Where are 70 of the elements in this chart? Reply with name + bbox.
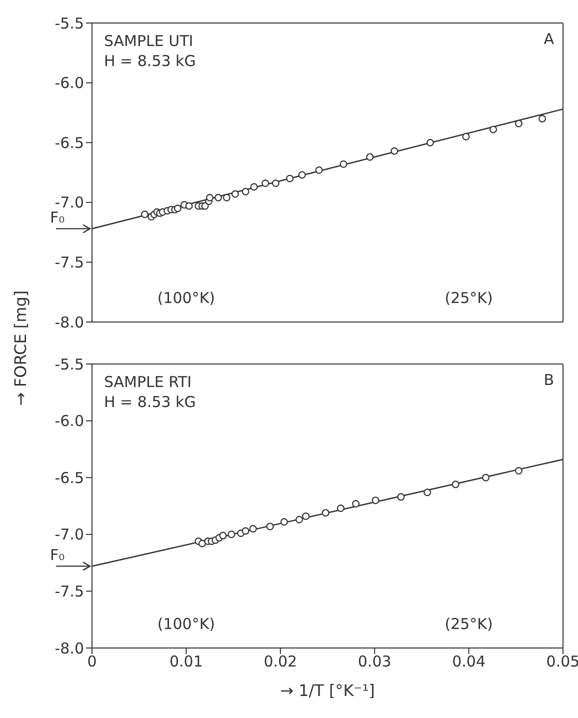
point bbox=[242, 527, 250, 535]
point bbox=[185, 202, 193, 210]
point bbox=[340, 160, 348, 168]
point bbox=[397, 493, 405, 501]
point bbox=[228, 530, 236, 538]
annotation: H = 8.53 kG bbox=[104, 393, 196, 411]
point bbox=[280, 518, 288, 526]
x-tick-label: 0.05 bbox=[546, 652, 578, 671]
point bbox=[262, 180, 270, 188]
point bbox=[141, 210, 148, 218]
annotation: SAMPLE RTI bbox=[104, 373, 192, 391]
annotation: H = 8.53 kG bbox=[104, 52, 196, 70]
point bbox=[352, 500, 360, 508]
point bbox=[250, 183, 258, 191]
point bbox=[231, 190, 239, 198]
point bbox=[322, 509, 330, 517]
y-tick-label: -6.5 bbox=[54, 134, 84, 152]
point bbox=[336, 504, 344, 512]
annotation: (100°K) bbox=[157, 615, 216, 633]
text: B bbox=[544, 371, 554, 389]
x-tick-label: 0.01 bbox=[169, 652, 203, 671]
point bbox=[426, 138, 434, 146]
y-tick-label: -7.5 bbox=[54, 582, 84, 601]
y-tick-label: -5.5 bbox=[54, 14, 84, 32]
point bbox=[490, 126, 498, 134]
point bbox=[302, 512, 310, 520]
point bbox=[286, 174, 294, 182]
point bbox=[249, 524, 257, 532]
point bbox=[482, 474, 490, 482]
x-tick-label: 0.03 bbox=[358, 652, 392, 671]
point bbox=[462, 132, 470, 140]
point bbox=[174, 204, 182, 212]
annotation: (100°K) bbox=[157, 289, 216, 307]
annotation: (25°K) bbox=[444, 289, 493, 307]
y-tick-label: -6.5 bbox=[54, 468, 84, 487]
annotation: (25°K) bbox=[444, 615, 493, 633]
point bbox=[298, 171, 306, 179]
y-tick-label: -8.0 bbox=[54, 639, 84, 658]
x-tick-label: 0 bbox=[87, 652, 97, 671]
point bbox=[198, 540, 206, 548]
point bbox=[390, 147, 398, 155]
point bbox=[538, 114, 546, 122]
point bbox=[266, 522, 274, 530]
point bbox=[222, 194, 230, 202]
point bbox=[214, 194, 222, 202]
y-tick-label: -6.0 bbox=[54, 74, 84, 92]
y-tick-label: -7.5 bbox=[54, 254, 84, 272]
y-tick-label: -6.0 bbox=[54, 412, 84, 430]
x-tick-label: 0.04 bbox=[452, 652, 486, 671]
y-tick-label: -5.5 bbox=[54, 355, 84, 374]
point bbox=[242, 188, 250, 196]
annotation: F₀ bbox=[50, 546, 65, 564]
point bbox=[272, 180, 280, 188]
annotation: SAMPLE UTI bbox=[104, 32, 194, 50]
y-axis-title: → FORCE [mg] bbox=[11, 290, 30, 406]
point bbox=[514, 467, 522, 475]
y-tick-label: -7.0 bbox=[54, 526, 84, 544]
y-tick-label: -8.0 bbox=[54, 313, 84, 332]
point bbox=[219, 532, 227, 540]
text: A bbox=[544, 30, 555, 48]
x-tick-label: 0.02 bbox=[264, 652, 298, 671]
point bbox=[315, 166, 323, 174]
point bbox=[514, 120, 522, 128]
x-axis-title: → 1/T [°K⁻¹] bbox=[280, 681, 375, 700]
point bbox=[372, 496, 380, 504]
point bbox=[206, 194, 214, 202]
point bbox=[452, 480, 460, 488]
point bbox=[295, 516, 303, 524]
point bbox=[424, 488, 432, 496]
point bbox=[366, 153, 374, 161]
